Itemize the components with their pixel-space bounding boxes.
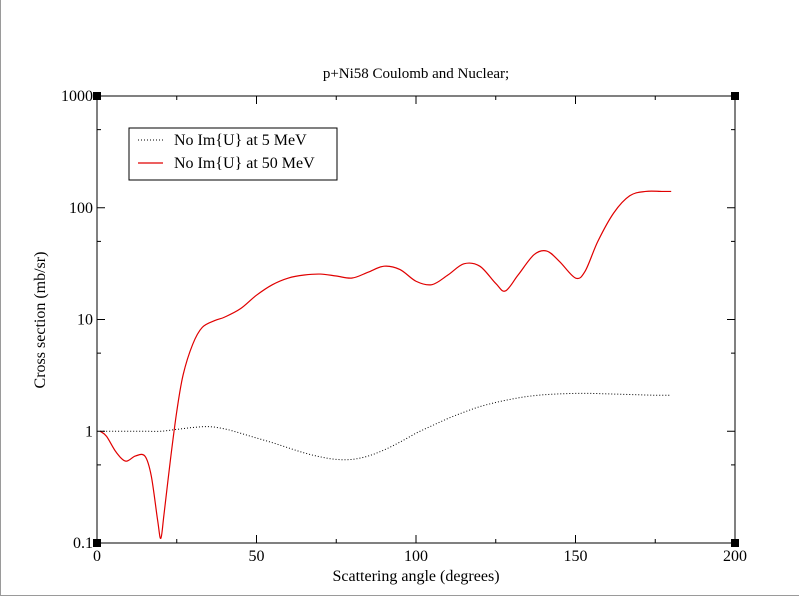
axes: 0 50 100 150 200 0.1 1 10 100 1000: [61, 88, 747, 565]
x-tick-label: 50: [249, 548, 265, 565]
corner-handle: [731, 92, 739, 100]
y-axis-label: Cross section (mb/sr): [32, 252, 49, 389]
y-tick-label: 100: [69, 200, 93, 217]
legend-label-50mev: No Im{U} at 50 MeV: [174, 155, 315, 172]
x-tick-label: 150: [564, 548, 588, 565]
series-line-0: [100, 392, 672, 461]
legend: No Im{U} at 5 MeV No Im{U} at 50 MeV: [128, 127, 338, 181]
x-axis-label: Scattering angle (degrees): [332, 568, 499, 585]
x-tick-label: 100: [404, 548, 428, 565]
y-tick-label: 0.1: [73, 535, 93, 552]
legend-box: [128, 127, 338, 181]
corner-handle: [93, 539, 101, 547]
legend-label-5mev: No Im{U} at 5 MeV: [174, 132, 307, 149]
corner-handle: [731, 539, 739, 547]
x-tick-label: 0: [93, 548, 101, 565]
series-line-1: [99, 190, 672, 539]
y-tick-label: 1000: [61, 88, 93, 105]
y-tick-label: 1: [85, 423, 93, 440]
plot-area: [99, 190, 672, 539]
x-tick-label: 200: [723, 548, 747, 565]
y-tick-label: 10: [77, 312, 93, 329]
chart-title: p+Ni58 Coulomb and Nuclear;: [323, 66, 509, 82]
corner-handle: [93, 92, 101, 100]
